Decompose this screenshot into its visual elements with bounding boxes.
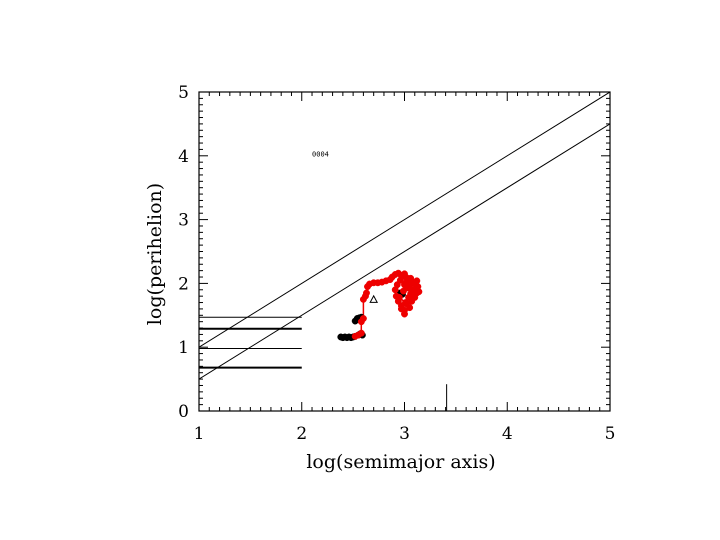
- triangle-marker: [369, 294, 379, 303]
- y-tick-label: 5: [178, 83, 189, 103]
- diagonal-reference-line: [199, 123, 610, 380]
- red-point: [395, 293, 403, 301]
- y-tick-label: 4: [178, 147, 189, 167]
- reference-lines: [199, 92, 610, 411]
- y-tick-label: 0: [178, 402, 189, 422]
- x-tick-label: 2: [296, 424, 307, 444]
- data-points: [337, 269, 423, 342]
- red-point: [400, 287, 407, 295]
- x-tick-label: 3: [399, 424, 410, 444]
- red-point: [391, 286, 399, 294]
- annotation-label: 0004: [312, 151, 329, 159]
- x-tick-label: 1: [194, 424, 205, 444]
- red-point: [357, 329, 365, 337]
- y-tick-label: 2: [178, 274, 189, 294]
- red-point: [415, 288, 423, 296]
- y-tick-label: 3: [178, 211, 189, 231]
- x-tick-label: 4: [502, 424, 513, 444]
- red-point: [409, 278, 417, 286]
- red-point: [359, 315, 367, 322]
- axis-ticks: [198, 91, 611, 412]
- x-axis-title: log(semimajor axis): [306, 451, 495, 473]
- y-tick-label: 1: [178, 338, 189, 358]
- y-axis-title: log(perihelion): [144, 183, 166, 325]
- red-point: [397, 305, 405, 313]
- x-tick-label: 5: [605, 424, 616, 444]
- red-point: [403, 300, 411, 308]
- red-point: [363, 289, 370, 297]
- diagonal-reference-line: [199, 92, 610, 348]
- red-point: [401, 310, 408, 318]
